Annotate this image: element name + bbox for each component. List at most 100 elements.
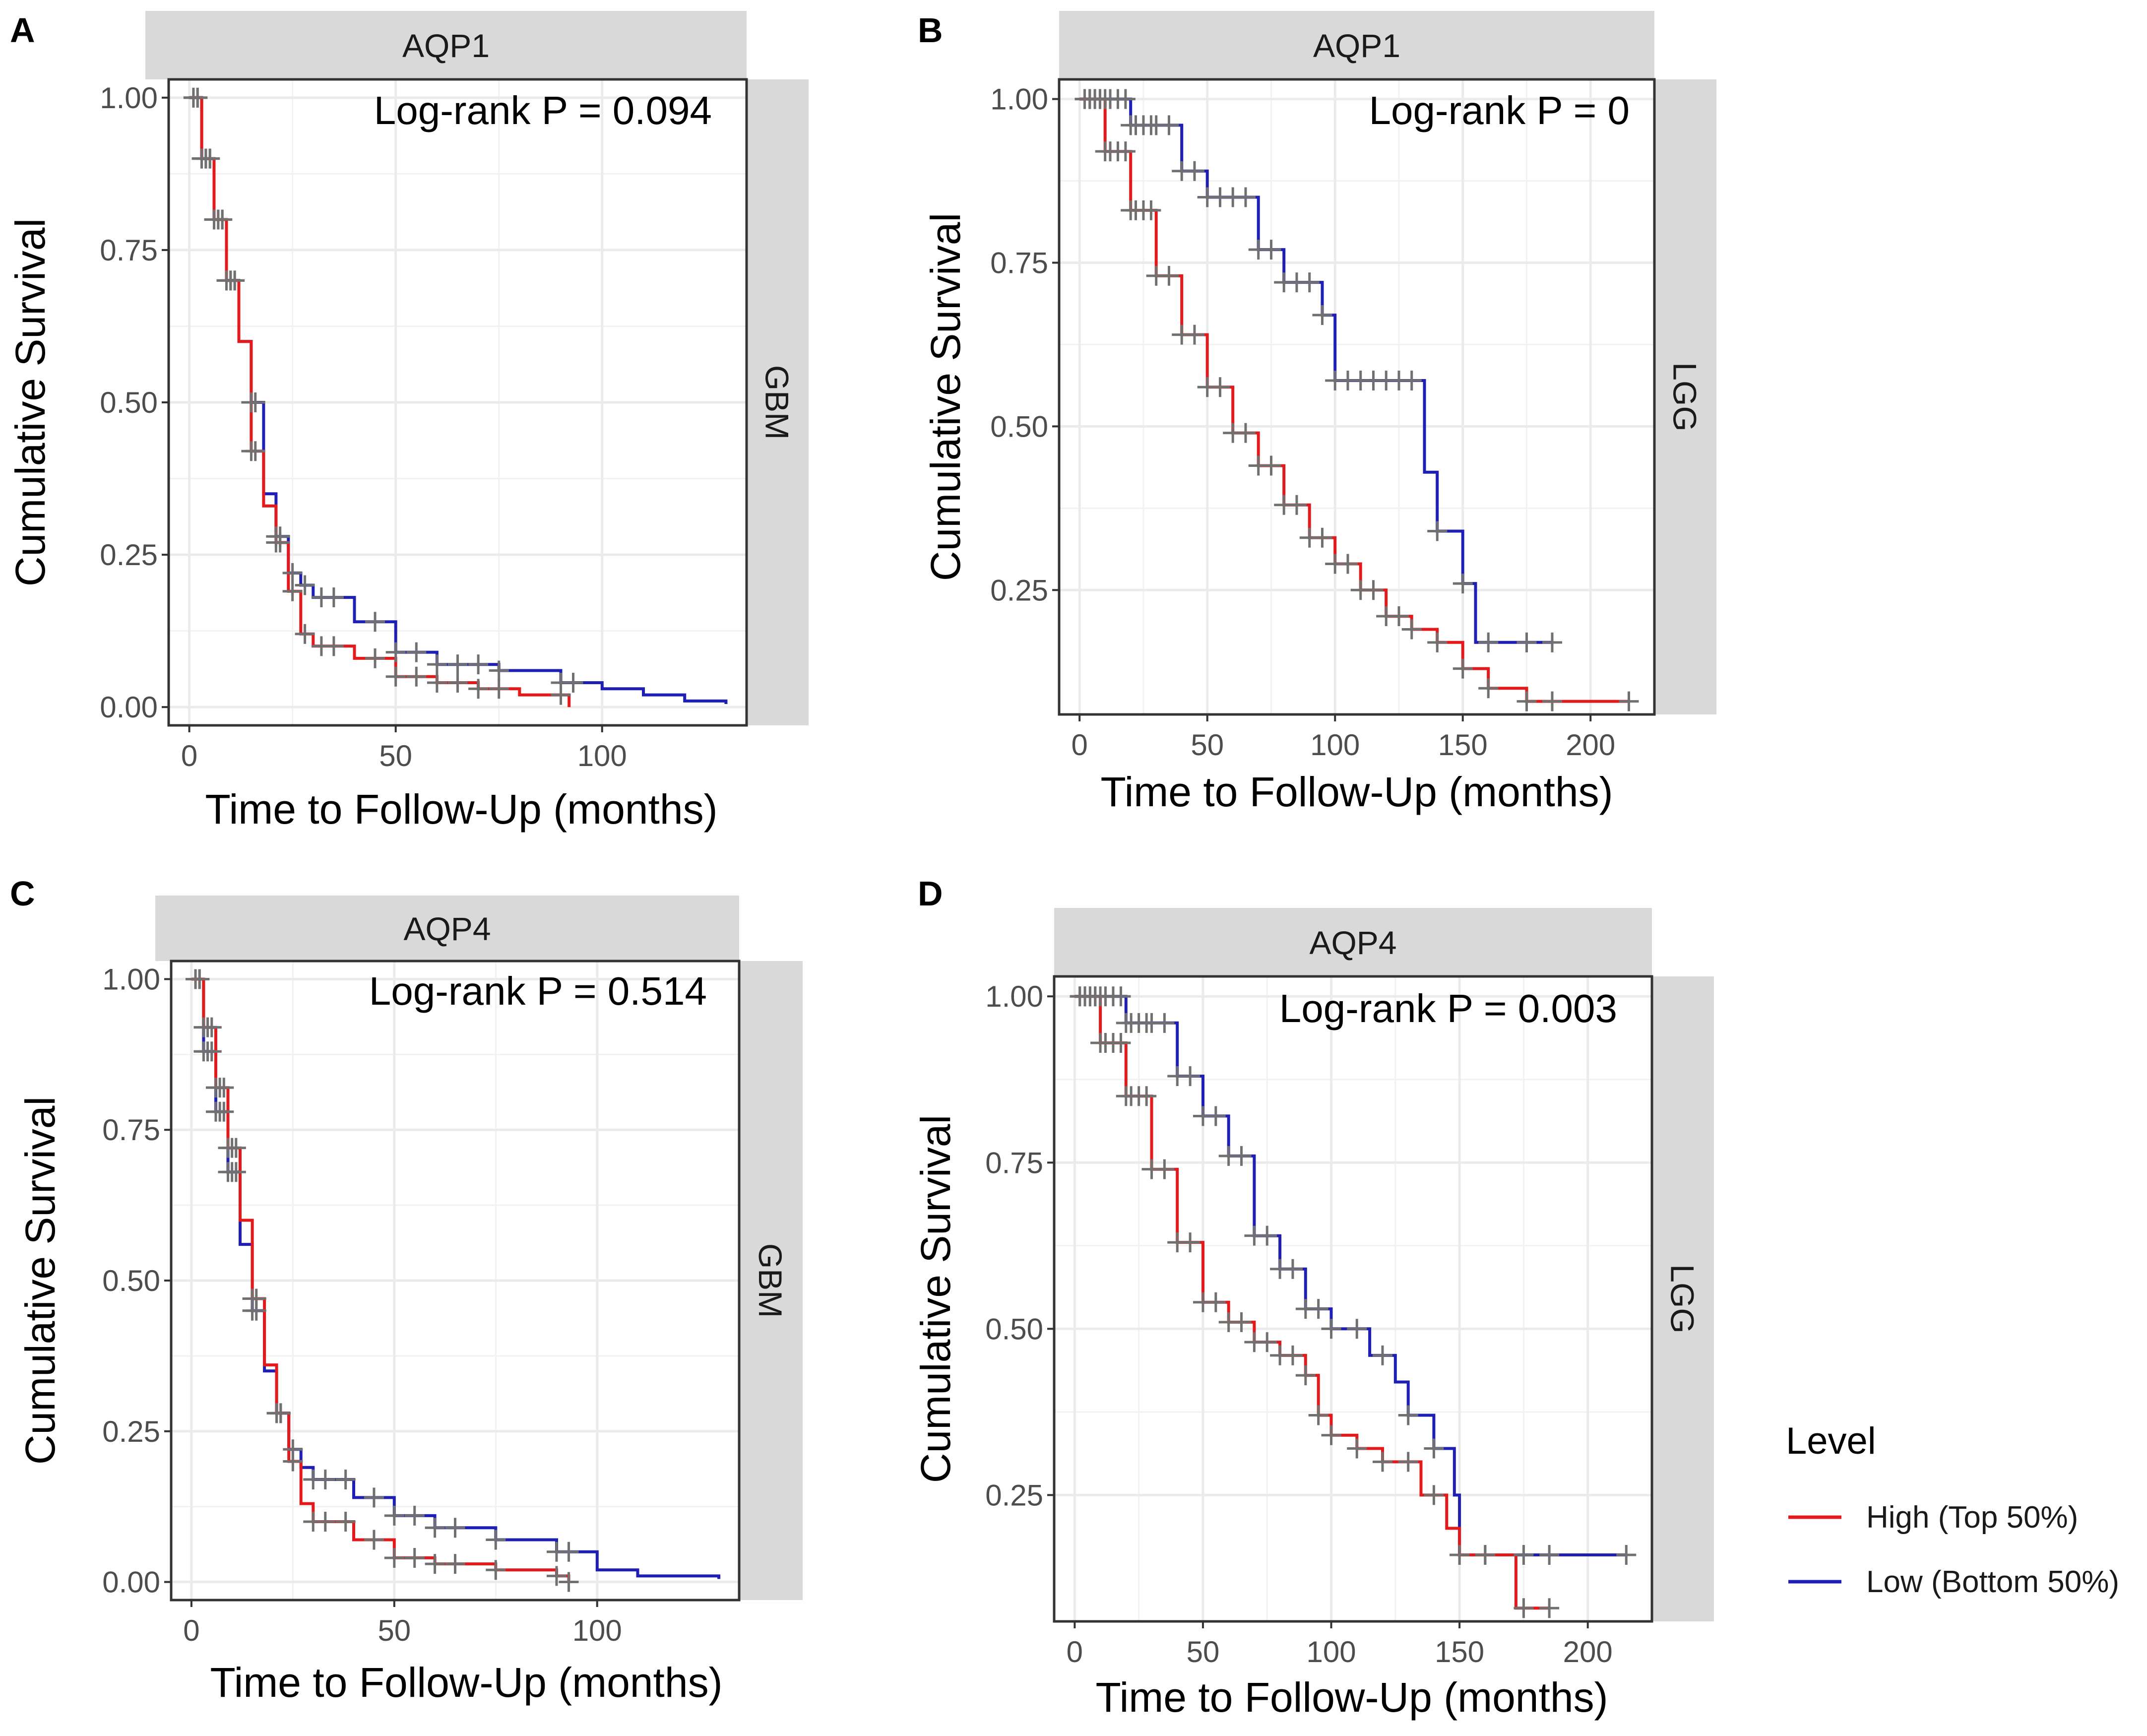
censor-mark [1235, 423, 1256, 443]
censor-mark [295, 575, 315, 595]
censor-mark [1205, 1106, 1226, 1126]
x-axis-label: Time to Follow-Up (months) [1100, 769, 1613, 815]
censor-mark [189, 969, 210, 989]
survival-curve-low [1074, 995, 1627, 1556]
censor-mark [445, 1518, 465, 1538]
censor-mark [486, 1560, 506, 1580]
censor-mark [546, 1566, 567, 1586]
censor-mark [1398, 1452, 1418, 1472]
strip-label: AQP4 [1309, 924, 1396, 961]
censor-mark [1184, 161, 1204, 181]
censor-mark [1111, 1033, 1131, 1053]
censor-mark [226, 1162, 246, 1182]
censor-mark [1180, 1066, 1200, 1087]
censor-mark [245, 392, 265, 412]
censor-mark [201, 1041, 222, 1062]
censor-mark [1231, 1146, 1252, 1166]
facet-label: LGG [1667, 362, 1704, 431]
censor-mark [1261, 240, 1281, 260]
censor-mark [270, 1403, 291, 1423]
survival-curve-high [1079, 97, 1629, 703]
censor-mark [1180, 1232, 1200, 1253]
facet-background [1652, 976, 1714, 1621]
y-tick-label: 0.75 [985, 1146, 1043, 1179]
censor-mark [425, 1518, 445, 1538]
censor-mark [315, 1512, 335, 1532]
y-tick-label: 0.25 [102, 1415, 160, 1448]
censor-mark [214, 1101, 234, 1122]
legend: Level High (Top 50%) Low (Bottom 50%) [1786, 1420, 2119, 1599]
censor-mark [1257, 1332, 1277, 1352]
x-tick-label: 150 [1435, 1635, 1484, 1669]
censor-mark [406, 642, 427, 662]
censor-mark [385, 642, 406, 662]
x-tick-label: 100 [1310, 728, 1360, 762]
x-tick-label: 100 [1306, 1635, 1356, 1669]
censor-mark [1372, 1345, 1392, 1365]
y-tick-label: 1.00 [990, 83, 1048, 116]
plot-border [1053, 975, 1653, 1623]
y-axis-label: Cumulative Survival [922, 213, 969, 581]
censor-mark [1308, 1299, 1328, 1319]
censor-mark [1312, 527, 1332, 548]
censor-mark [1282, 1345, 1303, 1365]
legend-label-high: High (Top 50%) [1866, 1500, 2078, 1535]
y-tick-label: 0.50 [985, 1312, 1043, 1346]
censor-mark [1539, 1544, 1560, 1565]
y-tick-label: 0.25 [985, 1479, 1043, 1512]
facet-background [1654, 79, 1716, 714]
censor-mark [1159, 115, 1179, 135]
censor-mark [1184, 324, 1204, 345]
plot-background [1054, 976, 1652, 1621]
censor-mark [364, 1530, 384, 1550]
x-tick-label: 0 [183, 1614, 199, 1647]
censor-mark [200, 148, 220, 169]
logrank-annotation: Log-rank P = 0.003 [1279, 986, 1617, 1030]
censor-mark [406, 666, 427, 687]
censor-mark [1115, 141, 1136, 162]
censor-mark [335, 1469, 356, 1489]
censor-mark [335, 1512, 356, 1532]
censor-mark [447, 673, 468, 693]
censor-mark [323, 587, 344, 608]
censor-mark [1299, 272, 1320, 293]
plot-background [1059, 79, 1654, 714]
plot-border [167, 78, 748, 727]
censor-mark [384, 1547, 404, 1568]
censor-mark [404, 1547, 425, 1568]
panel-b-chart: B AQP1 LGG Log-rank P = 0 Time to Follow-Up … [918, 11, 1716, 815]
censor-mark [1398, 1405, 1418, 1425]
censor-mark [1282, 1259, 1303, 1279]
y-tick-label: 0.75 [102, 1113, 160, 1147]
censor-mark [468, 654, 489, 675]
censor-mark [1372, 1452, 1392, 1472]
censor-mark [1452, 574, 1473, 594]
facet-background [739, 961, 803, 1600]
censor-mark [1475, 1544, 1495, 1565]
censor-mark [364, 1487, 384, 1508]
censor-mark [1542, 691, 1562, 711]
censor-mark [1616, 1544, 1637, 1565]
censor-mark [1347, 1319, 1367, 1339]
censor-mark [1347, 1438, 1367, 1459]
censor-mark [468, 679, 489, 699]
censor-mark [427, 654, 447, 675]
censor-mark [1286, 495, 1307, 515]
censor-mark [1389, 606, 1409, 627]
y-tick-label: 0.75 [990, 246, 1048, 279]
x-tick-label: 50 [1191, 728, 1224, 762]
censor-mark [246, 1300, 266, 1321]
censor-mark [1337, 554, 1358, 574]
censor-mark [1424, 1438, 1444, 1459]
censor-mark [282, 563, 303, 583]
y-tick-label: 0.25 [100, 538, 158, 572]
censor-mark [385, 666, 406, 687]
x-tick-label: 50 [1187, 1635, 1220, 1669]
panel-letter: B [918, 11, 943, 50]
censor-mark [404, 1505, 425, 1526]
x-tick-label: 50 [379, 739, 412, 772]
plot-border [1058, 78, 1656, 716]
censor-mark [1619, 691, 1639, 711]
censor-mark [447, 654, 468, 675]
x-axis-label: Time to Follow-Up (months) [210, 1659, 722, 1706]
